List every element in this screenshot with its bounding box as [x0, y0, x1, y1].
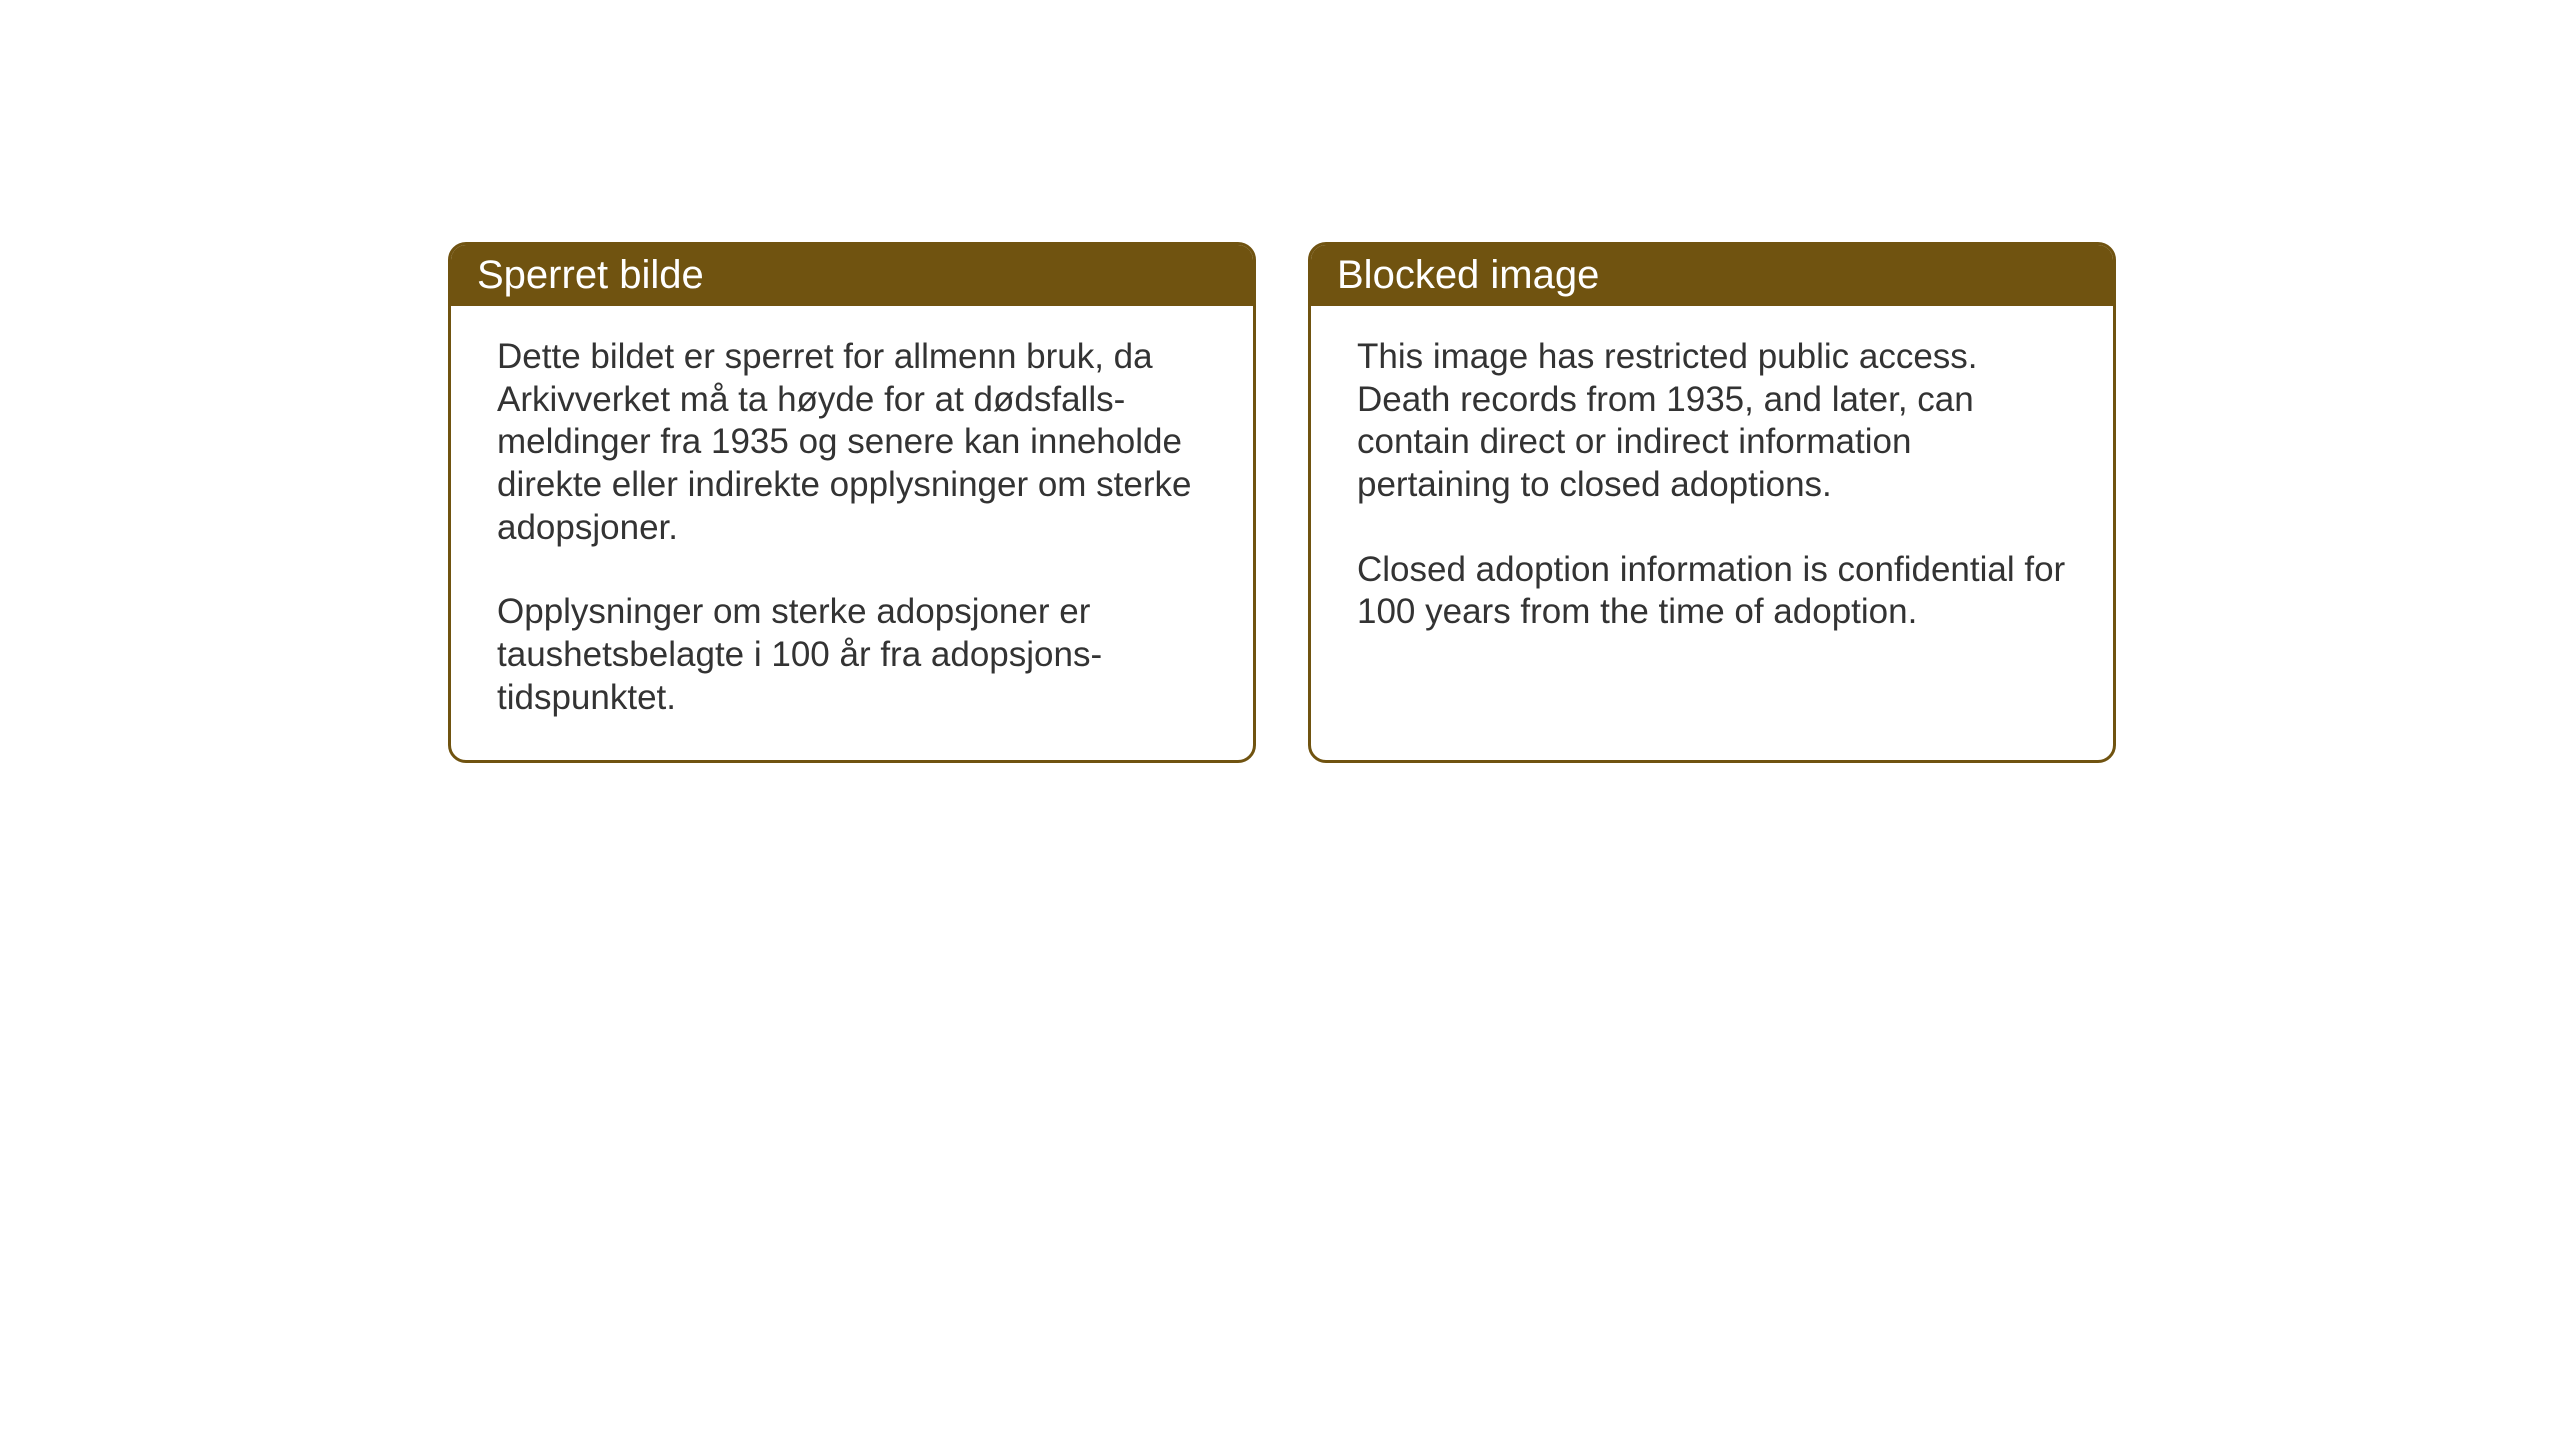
notice-paragraph-2-english: Closed adoption information is confident… — [1357, 549, 2067, 634]
notice-header-norwegian: Sperret bilde — [451, 245, 1253, 306]
notice-header-english: Blocked image — [1311, 245, 2113, 306]
notice-card-norwegian: Sperret bilde Dette bildet er sperret fo… — [448, 242, 1256, 763]
notice-title-english: Blocked image — [1337, 253, 1599, 297]
notice-paragraph-2-norwegian: Opplysninger om sterke adopsjoner er tau… — [497, 591, 1207, 719]
notice-body-english: This image has restricted public access.… — [1311, 306, 2113, 746]
notice-title-norwegian: Sperret bilde — [477, 253, 704, 297]
notice-body-norwegian: Dette bildet er sperret for allmenn bruk… — [451, 306, 1253, 760]
notice-card-english: Blocked image This image has restricted … — [1308, 242, 2116, 763]
notice-container: Sperret bilde Dette bildet er sperret fo… — [448, 242, 2116, 763]
notice-paragraph-1-norwegian: Dette bildet er sperret for allmenn bruk… — [497, 336, 1207, 549]
notice-paragraph-1-english: This image has restricted public access.… — [1357, 336, 2067, 507]
